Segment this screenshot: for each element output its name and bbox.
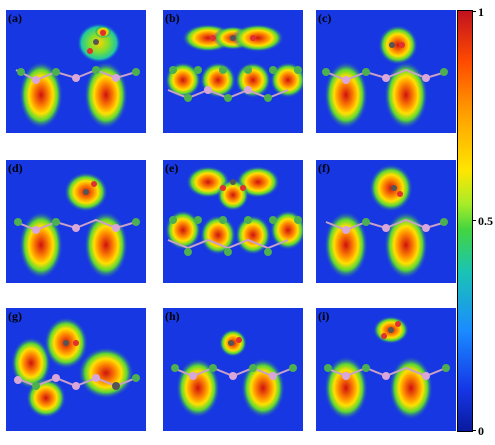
panel-e: (e): [163, 160, 303, 283]
colorbar-tick-min: [472, 430, 476, 431]
panel-i: (i): [316, 308, 456, 431]
panel-h: (h): [163, 308, 303, 431]
panel-label: (f): [318, 161, 330, 175]
elf-map-a: [15, 23, 140, 129]
panel-c: (c): [316, 10, 456, 133]
colorbar-tick-mid: [472, 220, 476, 221]
panel-label: (g): [8, 309, 22, 323]
colorbar-label-max: 1: [478, 5, 484, 19]
panel-f: (f): [316, 160, 456, 283]
panel-a: (a): [6, 10, 146, 133]
panel-label: (c): [318, 11, 332, 25]
elf-map-h: [171, 329, 297, 418]
elf-map-c: [322, 25, 448, 129]
panel-b: (b): [163, 10, 303, 133]
panel-label: (i): [318, 309, 330, 323]
panel-label: (a): [8, 11, 22, 25]
panel-d: (d): [6, 160, 146, 283]
elf-map-f: [324, 164, 448, 279]
elf-map-d: [14, 172, 140, 279]
elf-map-g: [11, 317, 140, 418]
colorbar-tick-max: [472, 11, 476, 12]
panel-label: (b): [165, 11, 180, 25]
panel-g: (g): [6, 308, 146, 431]
elf-map-i: [324, 316, 450, 420]
panel-label: (e): [165, 161, 179, 175]
panel-label: (h): [165, 309, 180, 323]
elf-map-e: [165, 166, 303, 256]
elf-map-b: [165, 24, 303, 102]
colorbar-label-min: 0: [478, 424, 484, 438]
colorbar: [457, 10, 473, 432]
panel-label: (d): [8, 161, 23, 175]
colorbar-label-mid: 0.5: [478, 214, 493, 228]
